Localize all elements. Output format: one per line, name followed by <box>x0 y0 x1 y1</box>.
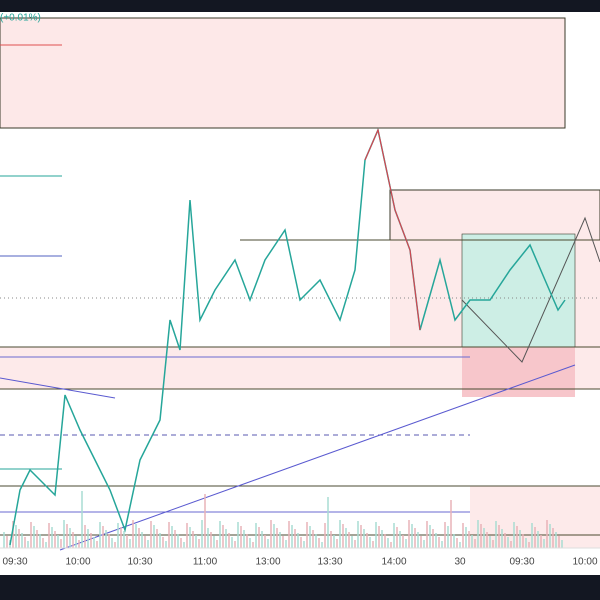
x-tick-label: 13:30 <box>317 557 342 568</box>
supply-zone <box>0 17 566 129</box>
x-tick-label: 09:30 <box>2 557 27 568</box>
price-path-down <box>364 128 421 331</box>
change-label: (+0.01%) <box>0 13 41 24</box>
x-tick-label: 10:30 <box>127 557 152 568</box>
x-tick-label: 13:00 <box>255 557 280 568</box>
trend-line <box>59 364 576 551</box>
projection-path <box>461 216 600 363</box>
x-tick-label: 09:30 <box>509 557 534 568</box>
x-tick-label: 10:00 <box>65 557 90 568</box>
x-axis: 09:30 10:00 10:30 11:00 13:00 13:30 14:00 30 09:… <box>2 557 597 568</box>
x-tick-label: 11:00 <box>193 557 218 568</box>
price-path <box>9 127 566 546</box>
x-tick-label: 30 <box>454 557 466 568</box>
trend-line <box>0 377 116 399</box>
x-tick-label: 10:00 <box>572 557 597 568</box>
x-tick-label: 14:00 <box>381 557 406 568</box>
target-box <box>461 233 576 348</box>
volume-bars <box>3 491 563 548</box>
